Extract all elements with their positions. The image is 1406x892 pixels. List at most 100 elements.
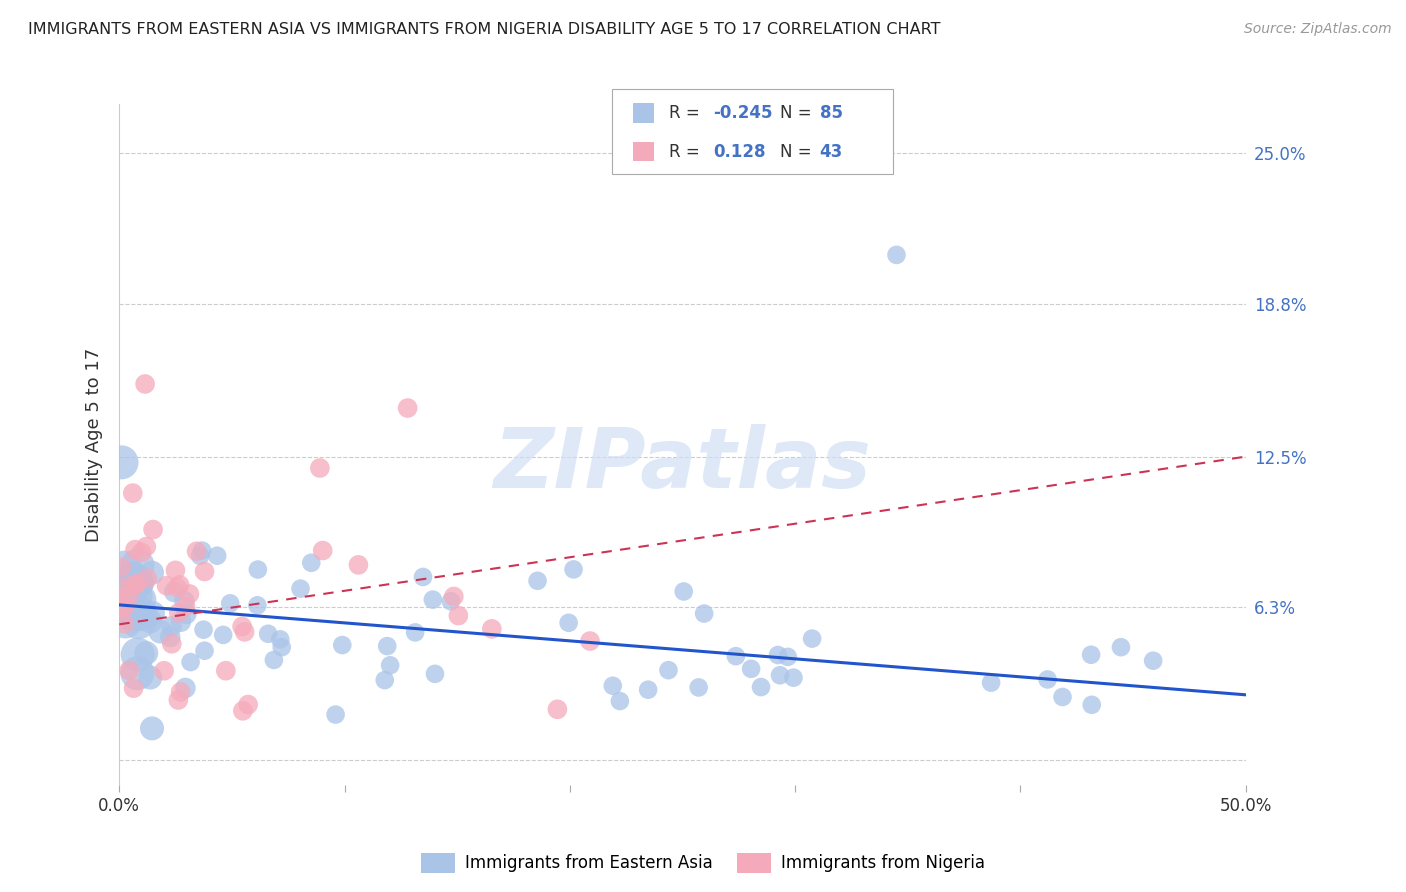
Point [236,698,259,712]
Text: 0.128: 0.128 [713,143,765,161]
Point [1142,654,1164,668]
Point [160,619,183,633]
Point [131,545,153,559]
Point [688,681,710,695]
Text: N =: N = [780,104,817,122]
Point [174,599,197,614]
Point [163,585,186,599]
Point [375,639,398,653]
Point [232,704,254,718]
Point [776,649,799,664]
Point [193,644,215,658]
Point [134,376,156,391]
Point [180,655,202,669]
Point [127,558,149,573]
Text: 43: 43 [820,143,844,161]
Point [330,638,353,652]
Point [637,682,659,697]
Point [111,593,134,607]
Point [769,668,792,682]
Point [749,680,772,694]
Point [579,634,602,648]
Point [136,571,159,585]
Point [269,632,291,647]
Point [169,685,191,699]
Point [557,615,579,630]
Point [149,624,172,639]
Point [212,628,235,642]
Point [128,615,150,630]
Point [257,627,280,641]
Point [186,544,208,558]
Point [562,562,585,576]
Point [766,648,789,662]
Point [481,622,503,636]
Text: R =: R = [669,143,706,161]
Point [205,549,228,563]
Point [233,624,256,639]
Y-axis label: Disability Age 5 to 17: Disability Age 5 to 17 [86,347,103,541]
Point [114,615,136,629]
Point [141,722,163,736]
Point [231,619,253,633]
Point [167,606,190,620]
Point [299,556,322,570]
Point [347,558,370,572]
Point [980,675,1002,690]
Point [124,542,146,557]
Point [886,248,908,262]
Point [193,565,215,579]
Point [125,574,148,589]
Point [270,640,292,655]
Point [125,589,148,603]
Point [141,566,163,580]
Point [118,589,141,603]
Text: Source: ZipAtlas.com: Source: ZipAtlas.com [1244,22,1392,37]
Point [129,607,152,621]
Point [396,401,419,415]
Point [609,694,631,708]
Point [131,576,153,591]
Point [173,594,195,608]
Point [740,662,762,676]
Point [404,625,426,640]
Text: ZIPatlas: ZIPatlas [494,425,872,506]
Point [142,523,165,537]
Point [693,607,716,621]
Point [378,658,401,673]
Point [169,578,191,592]
Point [125,577,148,591]
Point [142,606,165,620]
Point [160,637,183,651]
Point [120,583,142,598]
Text: R =: R = [669,104,706,122]
Point [447,608,470,623]
Point [125,576,148,591]
Text: 85: 85 [820,104,842,122]
Point [167,693,190,707]
Point [188,549,211,563]
Point [122,681,145,695]
Point [191,543,214,558]
Point [139,671,162,685]
Legend: Immigrants from Eastern Asia, Immigrants from Nigeria: Immigrants from Eastern Asia, Immigrants… [415,847,991,880]
Point [179,587,201,601]
Point [672,584,695,599]
Point [325,707,347,722]
Point [782,671,804,685]
Point [423,666,446,681]
Point [246,563,269,577]
Point [246,599,269,613]
Point [546,702,568,716]
Point [114,560,136,574]
Point [166,581,188,595]
Point [1109,640,1132,655]
Point [118,603,141,617]
Point [121,486,143,500]
Point [440,594,463,608]
Point [309,461,332,475]
Point [135,540,157,554]
Point [114,581,136,595]
Point [526,574,548,588]
Text: IMMIGRANTS FROM EASTERN ASIA VS IMMIGRANTS FROM NIGERIA DISABILITY AGE 5 TO 17 C: IMMIGRANTS FROM EASTERN ASIA VS IMMIGRAN… [28,22,941,37]
